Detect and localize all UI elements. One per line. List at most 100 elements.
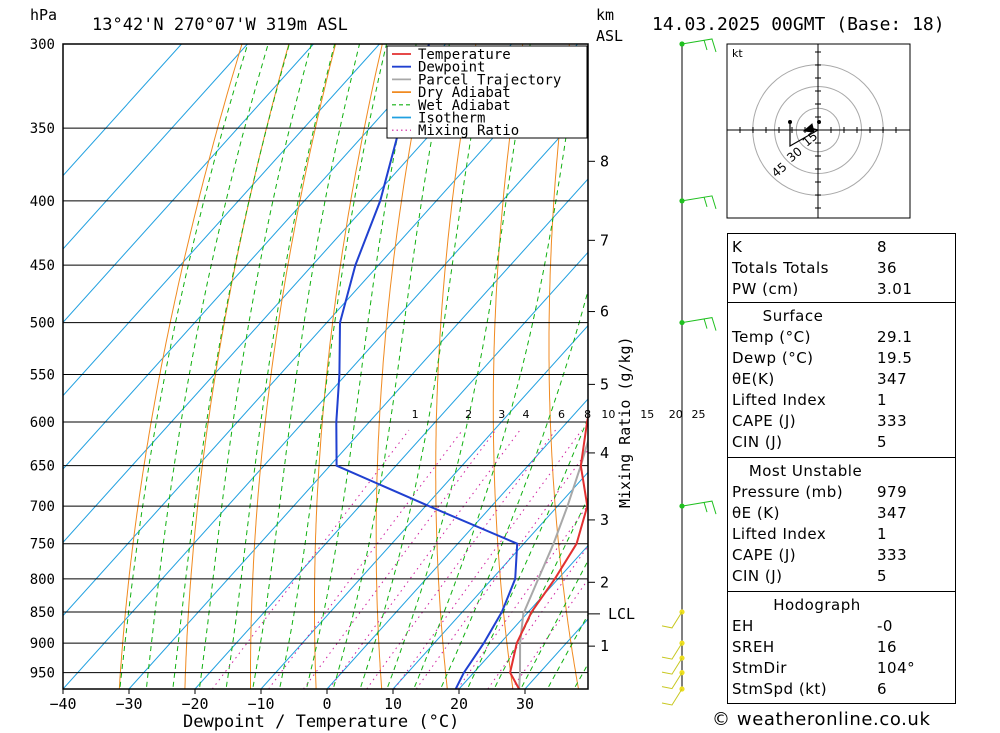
mu-value: 979: [877, 483, 908, 501]
surface-label: θE(K): [732, 370, 775, 388]
mu-row: Lifted Index 1: [728, 524, 955, 545]
mixing-ratio-line: [328, 429, 521, 689]
isotherm-line: [128, 178, 588, 689]
mu-label: CIN (J): [732, 567, 783, 585]
hodo-row: SREH 16: [728, 637, 955, 658]
hodograph-params-title: Hodograph: [773, 596, 861, 614]
mixing-ratio-label: 10: [601, 408, 615, 421]
wind-barb: [661, 611, 683, 629]
mu-value: 1: [877, 525, 888, 543]
isotherm-line: [63, 104, 588, 689]
hodo-label: SREH: [732, 638, 775, 656]
surface-row: θE(K) 347: [728, 369, 955, 390]
hodo-label: StmDir: [732, 659, 787, 677]
copyright: © weatheronline.co.uk: [712, 709, 931, 730]
height-unit-label: km: [596, 6, 614, 24]
surface-row: Lifted Index 1: [728, 390, 955, 411]
temperature-tick-label: 30: [516, 695, 534, 713]
mixing-ratio-axis-title: Mixing Ratio (g/kg): [616, 336, 634, 508]
surface-box: Surface Temp (°C) 29.1 Dewp (°C) 19.5 θE(K…: [727, 302, 956, 458]
hodo-label: EH: [732, 617, 754, 635]
location-title: 13°42'N 270°07'W 319m ASL: [92, 15, 348, 35]
lcl-label: LCL: [608, 605, 635, 623]
pressure-label: 450: [30, 258, 55, 274]
surface-title: Surface: [762, 307, 824, 325]
index-value: 8: [877, 238, 888, 256]
mu-value: 5: [877, 567, 888, 585]
pressure-label: 750: [30, 537, 55, 553]
hodo-value: 6: [877, 680, 888, 698]
index-label: PW (cm): [732, 280, 799, 298]
legend-label: Dry Adiabat: [418, 85, 511, 101]
height-label: 2: [600, 573, 609, 591]
x-axis-title: Dewpoint / Temperature (°C): [183, 712, 459, 732]
mu-row: Pressure (mb) 979: [728, 482, 955, 503]
storm-motion-arrow: [802, 123, 815, 133]
height-label: 6: [600, 303, 609, 321]
wind-barb: [681, 317, 717, 331]
mu-label: Lifted Index: [732, 525, 827, 543]
surface-row: Dewp (°C) 19.5: [728, 348, 955, 369]
height-label: 5: [600, 375, 609, 393]
isotherm-line: [63, 44, 446, 470]
mu-label: Pressure (mb): [732, 483, 844, 501]
hodo-row: StmDir 104°: [728, 658, 955, 679]
height-label: 8: [600, 152, 609, 170]
legend-label: Parcel Trajectory: [418, 72, 561, 88]
temperature-tick-label: 10: [384, 695, 402, 713]
wet-adiabat-line: [172, 44, 290, 687]
wet-adiabat-line: [467, 416, 588, 688]
hodo-label: StmSpd (kt): [732, 680, 828, 698]
dry-adiabat-line: [990, 44, 1000, 689]
mixing-ratio-label: 2: [465, 408, 472, 421]
pressure-label: 800: [30, 572, 55, 588]
index-row: Totals Totals 36: [728, 258, 955, 279]
dry-adiabat-line: [435, 44, 477, 689]
wet-adiabat-line: [279, 44, 387, 687]
surface-row: CIN (J) 5: [728, 432, 955, 453]
isotherm-line: [63, 44, 578, 617]
legend-box: [386, 45, 588, 139]
mu-row: CIN (J) 5: [728, 566, 955, 587]
pressure-label: 900: [30, 636, 55, 652]
mixing-ratio-line: [415, 449, 588, 689]
isotherm-line: [63, 44, 380, 397]
pressure-label: 700: [30, 499, 55, 515]
wind-barb: [681, 500, 717, 515]
mixing-ratio-line: [211, 429, 410, 689]
hodograph-trace: [789, 123, 820, 148]
surface-value: 19.5: [877, 349, 913, 367]
temperature-tick-label: −20: [181, 695, 208, 713]
dry-adiabat-line: [250, 44, 337, 689]
surface-table: Temp (°C) 29.1 Dewp (°C) 19.5 θE(K) 347 Lif…: [728, 327, 955, 453]
isotherm-line: [458, 544, 588, 689]
temperature-line: [509, 412, 588, 689]
hodograph-params-box: Hodograph EH -0 SREH 16 StmDir 104° StmSpd …: [727, 591, 956, 704]
wet-adiabat-line: [225, 44, 336, 687]
temperature-tick-labels: −40 −30 −20 −10 0 10 20 30: [49, 689, 534, 713]
isotherm-line: [63, 44, 182, 177]
surface-value: 347: [877, 370, 908, 388]
index-row: PW (cm) 3.01: [728, 279, 955, 300]
wet-adiabat-line: [146, 44, 269, 687]
wet-adiabat-line: [306, 44, 417, 687]
hodo-value: 16: [877, 638, 898, 656]
wet-adiabat-line: [441, 288, 588, 688]
isotherm-line: [63, 44, 512, 544]
surface-value: 333: [877, 412, 908, 430]
mixing-ratio-label: 25: [692, 408, 706, 421]
date-run-title: 14.03.2025 00GMT (Base: 18): [652, 14, 945, 35]
wind-barb: [661, 672, 683, 690]
legend-label: Temperature: [418, 47, 511, 63]
pressure-label: 300: [30, 37, 55, 53]
surface-label: Lifted Index: [732, 391, 827, 409]
mu-value: 347: [877, 504, 908, 522]
temperature-tick-label: −40: [49, 695, 76, 713]
pressure-label: 550: [30, 368, 55, 384]
index-value: 3.01: [877, 280, 913, 298]
wet-adiabat-line: [252, 44, 360, 687]
hodograph-params-table: EH -0 SREH 16 StmDir 104° StmSpd (kt) 6: [728, 616, 955, 700]
